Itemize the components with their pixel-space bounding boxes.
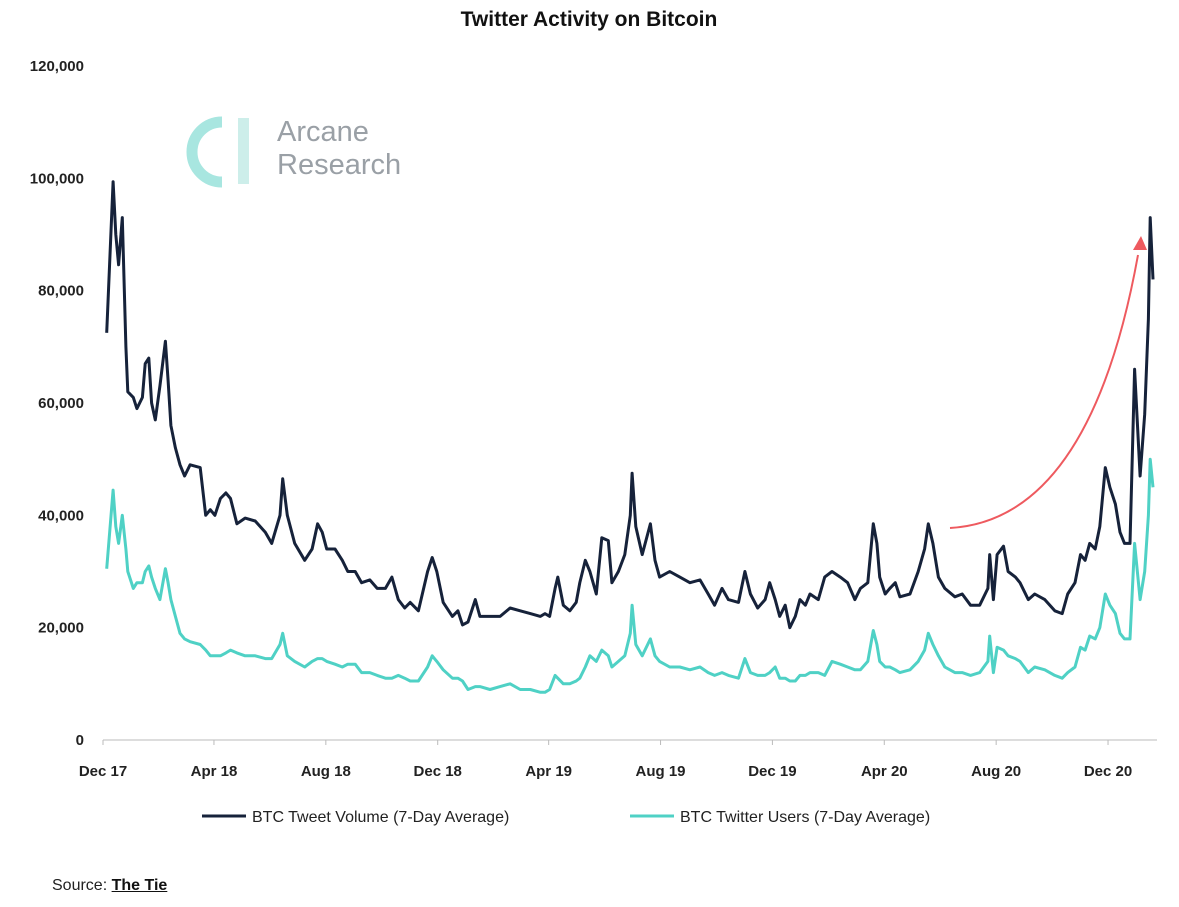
legend: BTC Tweet Volume (7-Day Average) BTC Twi… bbox=[202, 809, 930, 826]
logo-line1: Arcane bbox=[277, 116, 369, 148]
logo-ring-icon bbox=[186, 116, 223, 188]
y-tick-label: 120,000 bbox=[30, 58, 84, 75]
x-tick-label: Apr 20 bbox=[861, 763, 908, 780]
arrow-head-icon bbox=[1133, 236, 1147, 250]
source-label: Source: bbox=[52, 877, 108, 894]
x-tick-label: Apr 18 bbox=[191, 763, 238, 780]
chart-title: Twitter Activity on Bitcoin bbox=[461, 8, 718, 31]
series-line-tweet-volume bbox=[105, 180, 1155, 630]
logo-line2: Research bbox=[277, 149, 401, 181]
source-link[interactable]: The Tie bbox=[111, 877, 168, 894]
y-tick-label: 60,000 bbox=[38, 395, 84, 412]
x-axis: Dec 17 Apr 18 Aug 18 Dec 18 Apr 19 Aug 19 Dec … bbox=[79, 739, 1157, 780]
x-tick-label: Dec 17 bbox=[79, 763, 127, 780]
y-tick-label: 80,000 bbox=[38, 283, 84, 300]
legend-label-tweet-volume: BTC Tweet Volume (7-Day Average) bbox=[252, 809, 509, 826]
x-tick-label: Aug 18 bbox=[301, 763, 351, 780]
logo-bar-icon bbox=[238, 118, 249, 184]
series-line-twitter-users bbox=[105, 457, 1155, 694]
y-tick-label: 100,000 bbox=[30, 170, 84, 187]
series-lines bbox=[105, 180, 1155, 694]
legend-label-twitter-users: BTC Twitter Users (7-Day Average) bbox=[680, 809, 930, 826]
y-axis: 0 20,000 40,000 60,000 80,000 100,000 120,000 bbox=[30, 58, 84, 749]
y-tick-label: 0 bbox=[76, 732, 84, 749]
arcane-research-logo: Arcane Research bbox=[186, 116, 401, 188]
arrow-curve bbox=[949, 254, 1139, 529]
x-tick-label: Aug 20 bbox=[971, 763, 1021, 780]
x-tick-label: Dec 20 bbox=[1084, 763, 1132, 780]
x-tick-label: Apr 19 bbox=[525, 763, 572, 780]
x-tick-label: Dec 19 bbox=[748, 763, 796, 780]
growth-arrow bbox=[949, 236, 1147, 529]
x-tick-label: Dec 18 bbox=[414, 763, 462, 780]
source-note: Source: The Tie bbox=[52, 877, 167, 895]
y-tick-label: 20,000 bbox=[38, 620, 84, 637]
x-tick-label: Aug 19 bbox=[636, 763, 686, 780]
y-tick-label: 40,000 bbox=[38, 507, 84, 524]
